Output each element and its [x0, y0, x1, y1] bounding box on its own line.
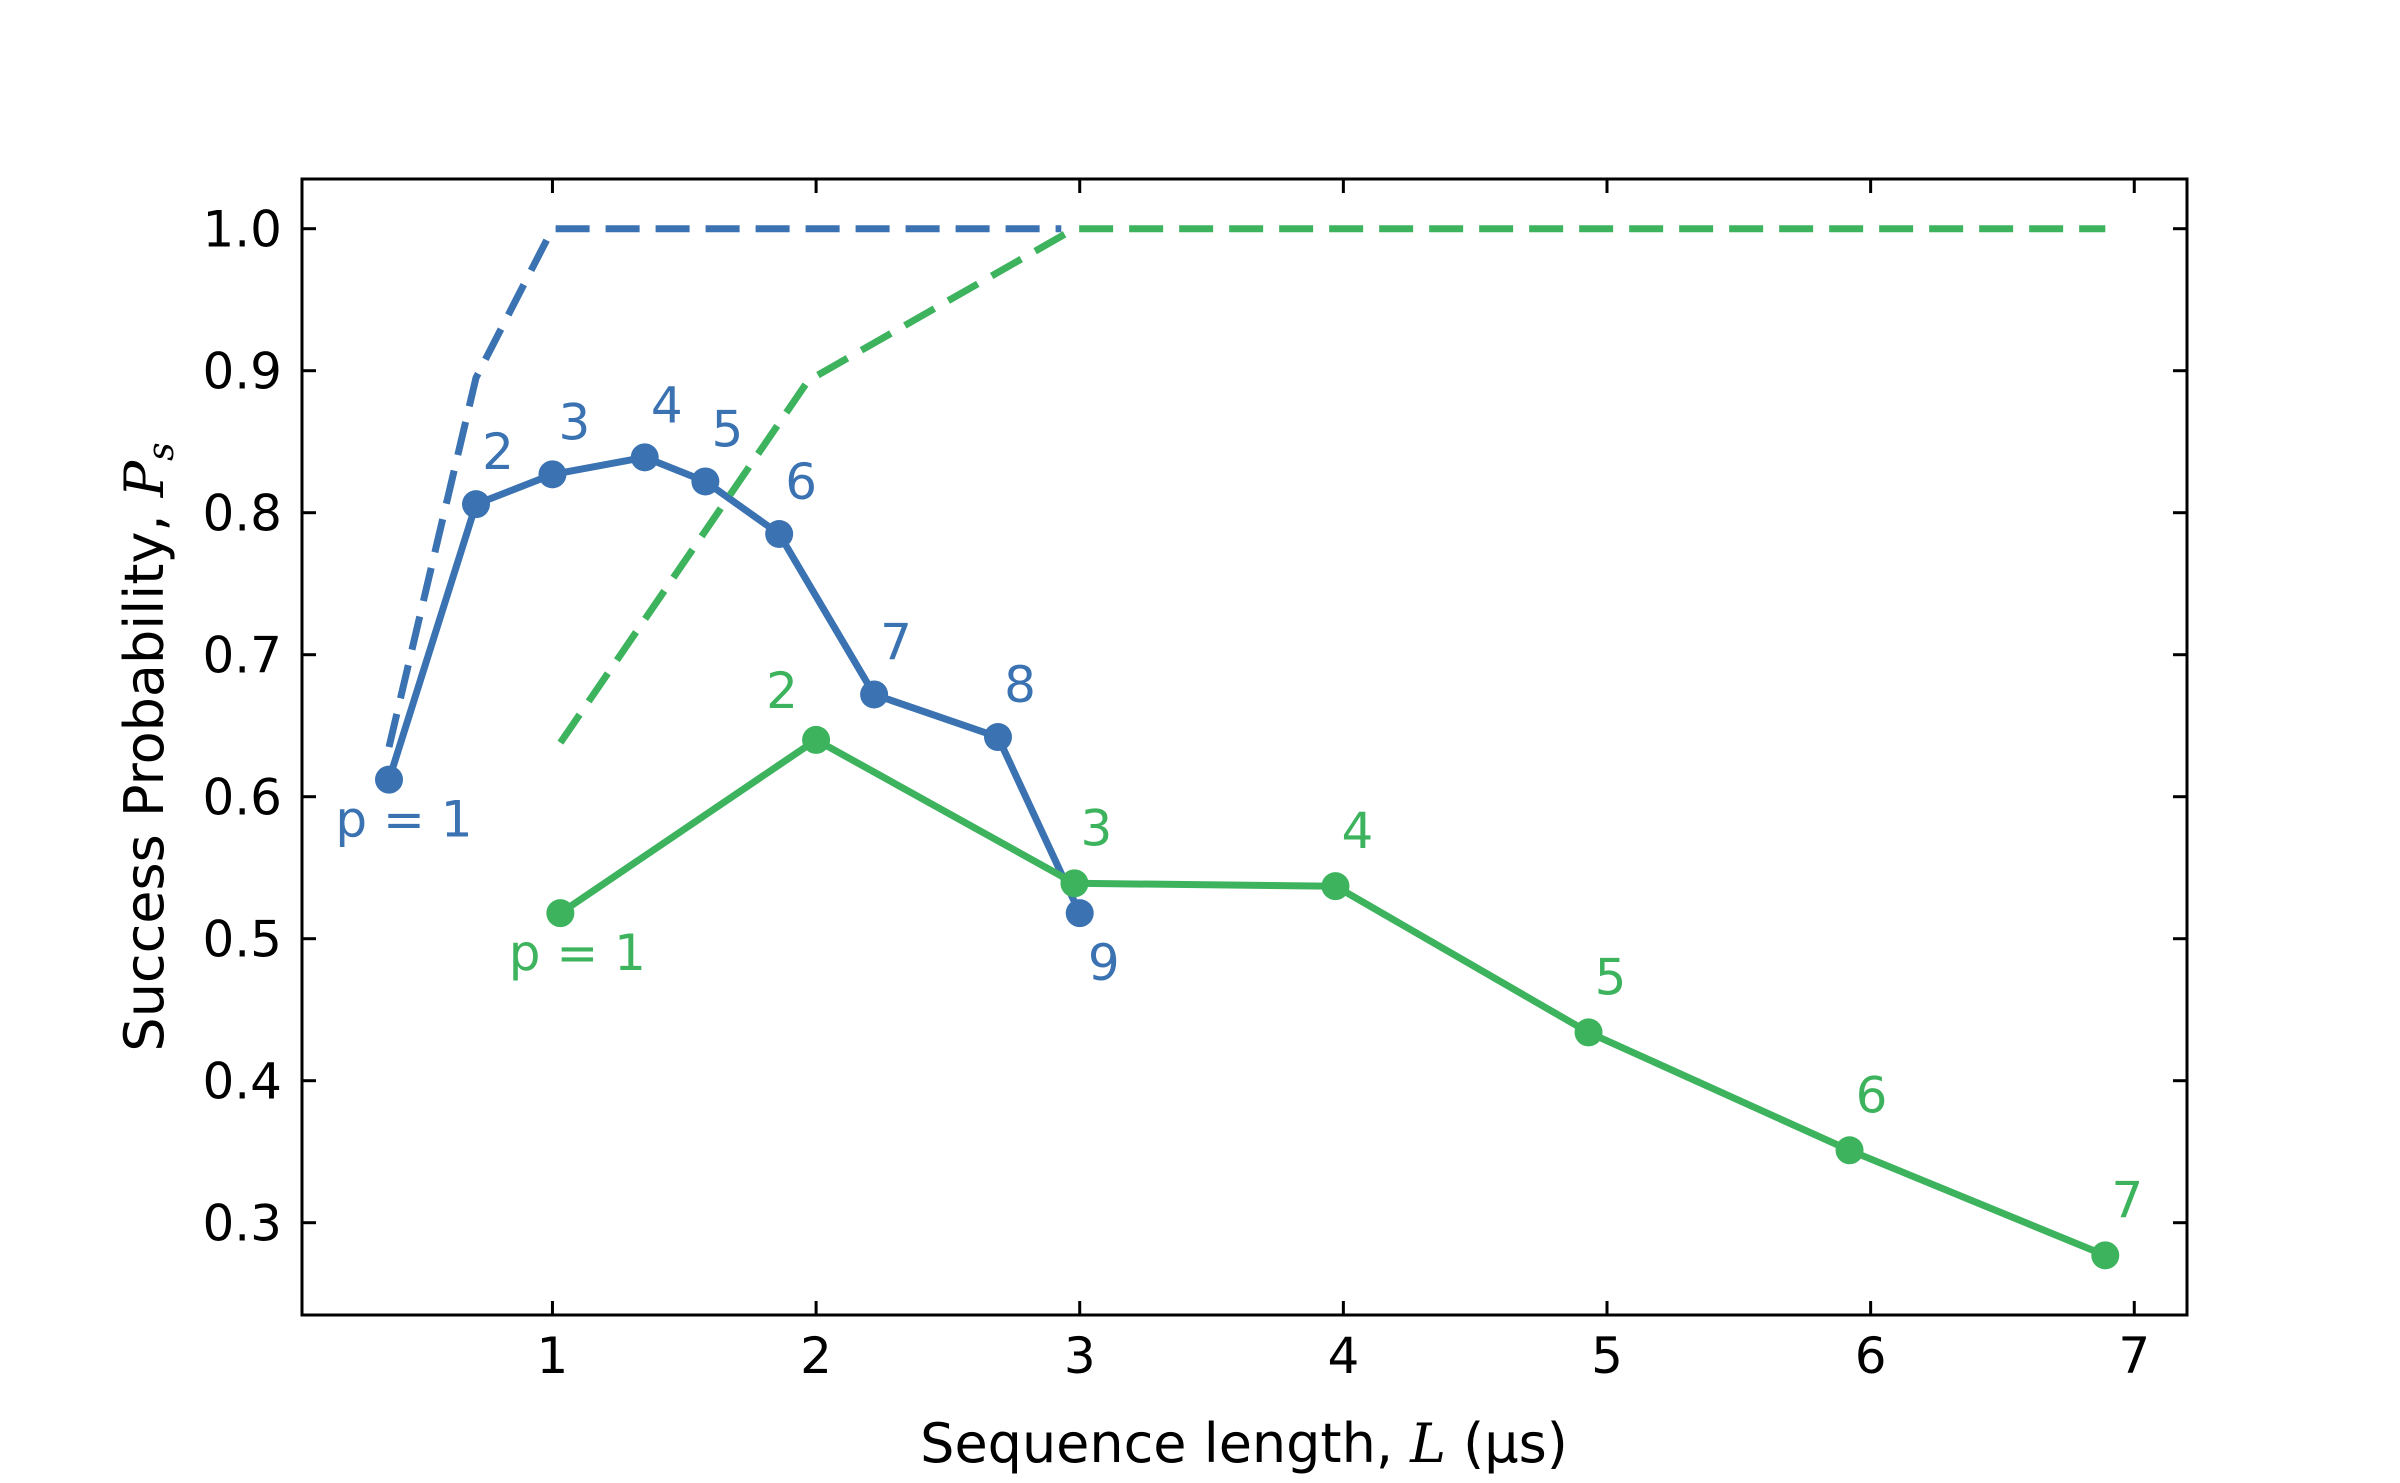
y-tick-label: 0.3	[202, 1195, 282, 1253]
point-label: 3	[559, 393, 591, 451]
x-tick-label: 7	[2118, 1327, 2150, 1385]
x-tick-label: 6	[1855, 1327, 1887, 1385]
x-tick-label: 5	[1591, 1327, 1623, 1385]
data-point	[1835, 1136, 1864, 1165]
point-label: 8	[1004, 656, 1036, 714]
point-label: 6	[785, 453, 817, 511]
data-point	[765, 520, 794, 548]
ticks-layer: 1 2 3 4 5 6 70.30.40.50.60.70.80.91.0	[202, 179, 2187, 1385]
y-tick-label: 0.8	[202, 485, 282, 543]
data-point	[546, 899, 575, 928]
point-label: 3	[1081, 799, 1113, 857]
data-point	[2091, 1241, 2120, 1270]
data-point	[860, 680, 889, 709]
series-line	[385, 453, 1083, 915]
series-line	[558, 736, 2107, 1259]
y-tick-label: 1.0	[202, 201, 282, 259]
point-label: 4	[651, 376, 683, 434]
data-point	[1321, 872, 1350, 901]
data-point	[630, 443, 659, 472]
x-tick-label: 2	[800, 1327, 832, 1385]
x-axis-label: Sequence length, L (μs)	[920, 1412, 1568, 1475]
point-label: 2	[766, 662, 798, 720]
data-point	[1060, 869, 1089, 898]
data-point	[1574, 1018, 1603, 1047]
x-tick-label: 1	[537, 1327, 569, 1385]
x-tick-label: 3	[1064, 1327, 1096, 1385]
point-label: 5	[711, 400, 743, 458]
point-label: 9	[1088, 934, 1120, 992]
series-layer	[375, 225, 2120, 1270]
point-label: 7	[2111, 1171, 2143, 1229]
point-label: 7	[880, 613, 912, 671]
point-label: 2	[482, 423, 514, 481]
y-tick-label: 0.6	[202, 769, 282, 827]
ideal-curve-line	[557, 225, 2106, 745]
data-point	[691, 467, 720, 496]
x-tick-label: 4	[1327, 1327, 1359, 1385]
y-tick-label: 0.5	[202, 911, 282, 969]
point-label: 6	[1856, 1066, 1888, 1124]
data-point	[984, 723, 1012, 752]
point-label: 4	[1342, 802, 1374, 860]
point-label: 5	[1595, 948, 1627, 1006]
plot-frame	[300, 177, 2189, 1317]
data-point	[802, 725, 831, 754]
y-tick-label: 0.9	[202, 343, 282, 401]
data-point	[538, 460, 567, 489]
point-label: p = 1	[335, 791, 472, 849]
y-axis-label: Success Probability, Ps	[113, 442, 182, 1051]
y-tick-label: 0.7	[202, 627, 282, 685]
data-point	[1065, 899, 1094, 928]
point-label: p = 1	[509, 924, 646, 982]
y-tick-label: 0.4	[202, 1053, 282, 1111]
ideal-curve-line	[385, 225, 1062, 748]
data-point	[462, 490, 490, 519]
data-point	[375, 765, 403, 794]
